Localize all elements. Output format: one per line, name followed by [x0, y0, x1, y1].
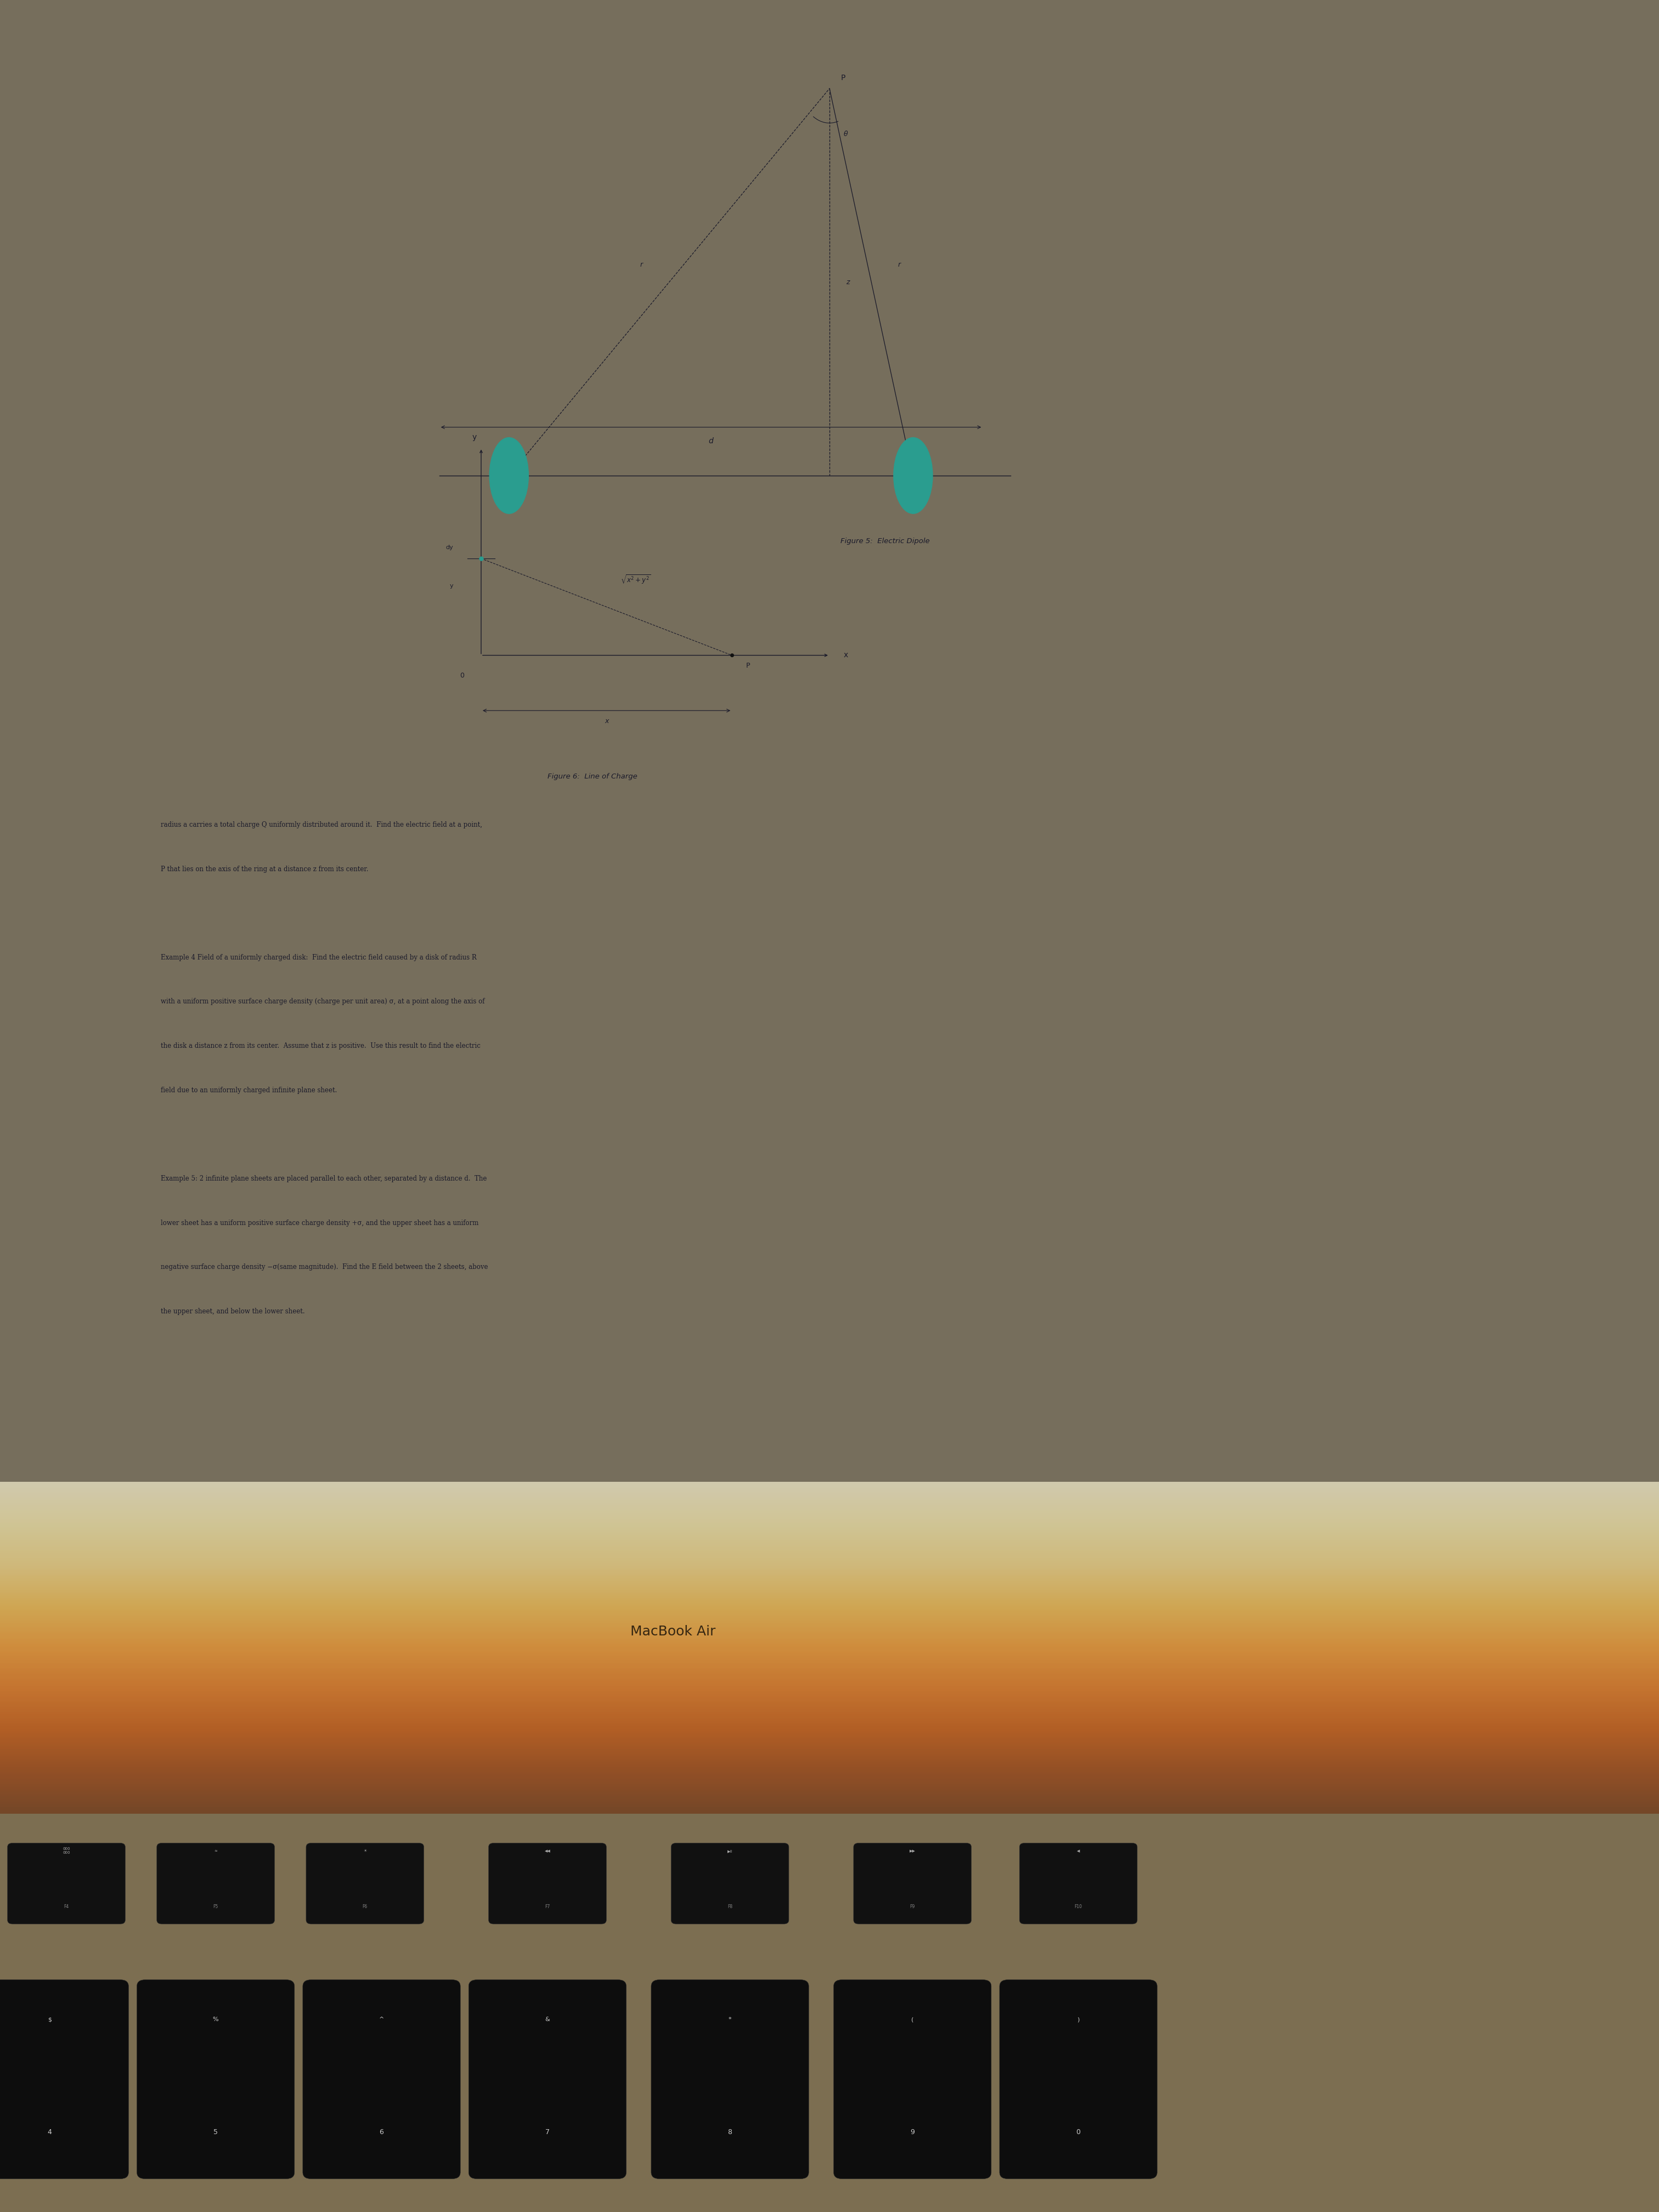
Text: 4: 4: [48, 2128, 51, 2137]
FancyBboxPatch shape: [650, 1980, 810, 2179]
Text: radius a carries a total charge Q uniformly distributed around it.  Find the ele: radius a carries a total charge Q unifor…: [161, 821, 483, 827]
Text: MacBook Air: MacBook Air: [630, 1626, 715, 1637]
Text: ): ): [1077, 2017, 1080, 2022]
Text: y: y: [471, 434, 476, 440]
Text: F5: F5: [212, 1905, 219, 1909]
Text: ◀: ◀: [1077, 1849, 1080, 1854]
FancyBboxPatch shape: [305, 1843, 423, 1924]
FancyBboxPatch shape: [488, 1843, 606, 1924]
FancyBboxPatch shape: [1019, 1843, 1138, 1924]
Text: 9: 9: [911, 2128, 914, 2137]
Text: 7: 7: [546, 2128, 549, 2137]
Text: 000
000: 000 000: [63, 1847, 70, 1854]
FancyBboxPatch shape: [999, 1980, 1158, 2179]
Text: $\theta$: $\theta$: [843, 131, 849, 137]
Text: 8: 8: [728, 2128, 732, 2137]
Text: with a uniform positive surface charge density (charge per unit area) σ, at a po: with a uniform positive surface charge d…: [161, 998, 484, 1004]
Text: ☀: ☀: [363, 1849, 367, 1854]
Text: Figure 6:  Line of Charge: Figure 6: Line of Charge: [547, 772, 637, 781]
Ellipse shape: [894, 438, 932, 513]
Text: lower sheet has a uniform positive surface charge density +σ, and the upper shee: lower sheet has a uniform positive surfa…: [161, 1219, 478, 1225]
Text: ◀◀: ◀◀: [544, 1849, 551, 1854]
Text: field due to an uniformly charged infinite plane sheet.: field due to an uniformly charged infini…: [161, 1086, 337, 1093]
FancyBboxPatch shape: [469, 1980, 627, 2179]
Text: r: r: [898, 261, 901, 268]
Text: 0: 0: [1077, 2128, 1080, 2137]
FancyBboxPatch shape: [0, 1980, 129, 2179]
Text: r: r: [640, 261, 642, 268]
Text: F8: F8: [727, 1905, 733, 1909]
Text: F6: F6: [362, 1905, 368, 1909]
Text: dy: dy: [446, 544, 453, 551]
Text: x: x: [604, 717, 609, 726]
FancyBboxPatch shape: [156, 1843, 274, 1924]
Text: %: %: [212, 2017, 219, 2022]
Text: $\sqrt{x^2+y^2}$: $\sqrt{x^2+y^2}$: [620, 575, 650, 586]
FancyBboxPatch shape: [670, 1843, 790, 1924]
Text: F9: F9: [909, 1905, 916, 1909]
Text: d: d: [708, 438, 713, 445]
Text: F10: F10: [1075, 1905, 1082, 1909]
Text: F7: F7: [544, 1905, 551, 1909]
FancyBboxPatch shape: [302, 1980, 461, 2179]
Text: Example 4 Field of a uniformly charged disk:  Find the electric field caused by : Example 4 Field of a uniformly charged d…: [161, 953, 476, 960]
Text: 6: 6: [380, 2128, 383, 2137]
Text: 0: 0: [460, 672, 465, 679]
Text: y: y: [450, 584, 453, 588]
Ellipse shape: [489, 438, 529, 513]
Text: ≈: ≈: [214, 1849, 217, 1854]
Text: P that lies on the axis of the ring at a distance z from its center.: P that lies on the axis of the ring at a…: [161, 865, 368, 872]
Text: the disk a distance z from its center.  Assume that z is positive.  Use this res: the disk a distance z from its center. A…: [161, 1042, 481, 1048]
Text: 5: 5: [214, 2128, 217, 2137]
Text: ▶II: ▶II: [727, 1849, 733, 1854]
Text: &: &: [546, 2017, 549, 2022]
Text: negative surface charge density −σ(same magnitude).  Find the E field between th: negative surface charge density −σ(same …: [161, 1263, 488, 1270]
FancyBboxPatch shape: [7, 1843, 126, 1924]
Text: ▶▶: ▶▶: [909, 1849, 916, 1854]
Text: Example 5: 2 infinite plane sheets are placed parallel to each other, separated : Example 5: 2 infinite plane sheets are p…: [161, 1175, 486, 1181]
Text: Figure 5:  Electric Dipole: Figure 5: Electric Dipole: [841, 538, 929, 544]
Text: F4: F4: [63, 1905, 70, 1909]
Text: z: z: [846, 279, 849, 285]
Text: P: P: [747, 661, 750, 670]
Text: P: P: [841, 73, 844, 82]
Text: ^: ^: [378, 2017, 385, 2022]
Text: (: (: [911, 2017, 914, 2022]
Text: x: x: [843, 653, 848, 659]
Text: *: *: [728, 2017, 732, 2022]
FancyBboxPatch shape: [834, 1980, 992, 2179]
Text: $: $: [48, 2017, 51, 2022]
Text: the upper sheet, and below the lower sheet.: the upper sheet, and below the lower she…: [161, 1307, 305, 1314]
FancyBboxPatch shape: [854, 1843, 972, 1924]
FancyBboxPatch shape: [136, 1980, 295, 2179]
